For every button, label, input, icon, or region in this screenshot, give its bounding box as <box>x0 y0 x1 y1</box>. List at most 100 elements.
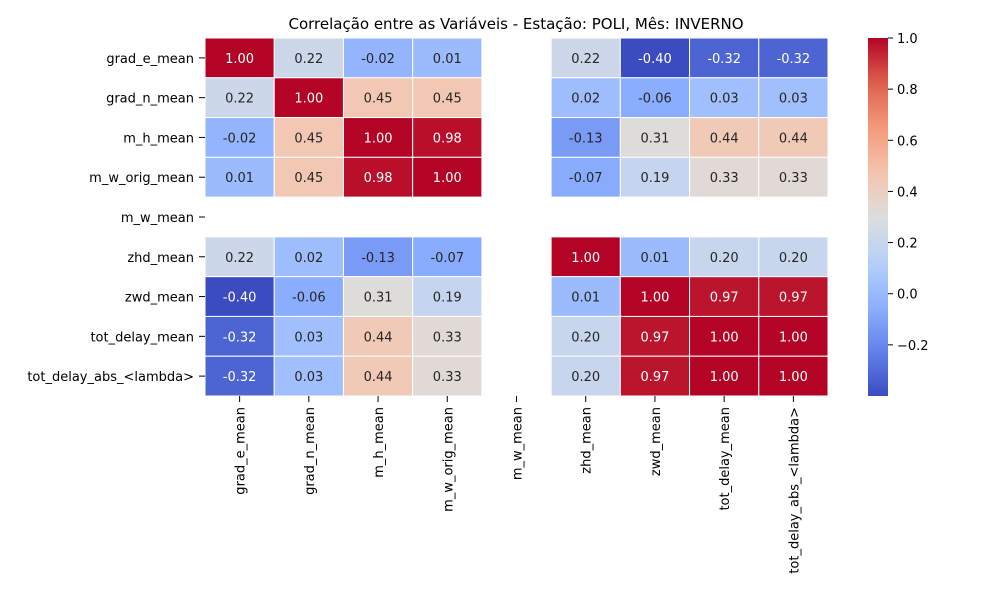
column-label: m_w_mean <box>511 407 526 480</box>
heatmap-cell <box>758 355 829 397</box>
chart-title: Correlação entre as Variáveis - Estação:… <box>288 15 743 33</box>
heatmap-cell <box>342 117 414 158</box>
cell-value-label: 0.20 <box>571 370 600 385</box>
row-label: zhd_mean <box>127 251 194 266</box>
colorbar-tick-label: 1.0 <box>897 32 918 47</box>
cell-value-label: -0.07 <box>430 251 464 266</box>
heatmap-cell <box>758 37 829 79</box>
row-label: grad_e_mean <box>106 52 194 67</box>
row-label: m_w_mean <box>121 211 194 226</box>
cell-value-label: 1.00 <box>225 52 254 67</box>
column-label: m_w_orig_mean <box>441 407 456 512</box>
cell-value-label: 1.00 <box>571 251 600 266</box>
heatmap-cell <box>550 156 621 198</box>
heatmap-cell <box>550 315 621 357</box>
cell-value-label: 0.01 <box>225 171 254 186</box>
cell-value-label: 0.45 <box>294 131 323 146</box>
heatmap-cell <box>273 77 344 119</box>
colorbar-tick-label: 0.8 <box>897 83 918 98</box>
cell-value-label: 0.97 <box>640 330 669 345</box>
cell-value-label: 1.00 <box>433 171 462 186</box>
cell-value-label: -0.40 <box>638 52 672 67</box>
heatmap-cell <box>619 117 691 158</box>
cell-value-label: 0.97 <box>710 291 739 306</box>
heatmap-cell <box>689 117 760 158</box>
cell-value-label: 0.02 <box>571 92 600 107</box>
cell-value-label: -0.02 <box>223 131 257 146</box>
heatmap-cell <box>550 236 621 278</box>
heatmap-cell <box>342 37 414 79</box>
heatmap-cell <box>412 77 483 119</box>
heatmap-cell <box>758 117 829 158</box>
heatmap-cell <box>273 117 344 158</box>
column-label: grad_e_mean <box>234 407 249 495</box>
heatmap-cell <box>550 276 621 317</box>
row-label: tot_delay_mean <box>90 330 194 345</box>
cell-value-label: -0.13 <box>361 251 395 266</box>
colorbar-tick-label: 0.6 <box>897 134 918 149</box>
heatmap-cell <box>550 355 621 397</box>
column-label: tot_delay_abs_<lambda> <box>787 407 802 574</box>
column-label: tot_delay_mean <box>718 407 733 511</box>
heatmap-cell <box>689 276 760 317</box>
heatmap-cell <box>689 315 760 357</box>
cell-value-label: 1.00 <box>294 92 323 107</box>
cell-value-label: 0.02 <box>294 251 323 266</box>
heatmap-cell <box>342 276 414 317</box>
colorbar-tick-label: 0.2 <box>897 237 918 252</box>
cell-value-label: -0.40 <box>223 291 257 306</box>
cell-value-label: 0.20 <box>571 330 600 345</box>
cell-value-label: 0.44 <box>710 131 739 146</box>
column-label: zhd_mean <box>580 407 595 474</box>
cell-value-label: -0.32 <box>707 52 741 67</box>
column-label: grad_n_mean <box>303 407 318 495</box>
heatmap-cell <box>412 156 483 198</box>
cell-value-label: 0.44 <box>364 330 393 345</box>
cell-value-label: 0.31 <box>640 131 669 146</box>
heatmap-cell <box>619 77 691 119</box>
cell-value-label: 0.45 <box>364 92 393 107</box>
cell-value-label: 0.03 <box>710 92 739 107</box>
heatmap-cell <box>412 117 483 158</box>
cell-value-label: 0.33 <box>779 171 808 186</box>
heatmap-cell <box>550 117 621 158</box>
heatmap-cell <box>758 315 829 357</box>
cell-value-label: -0.07 <box>569 171 603 186</box>
colorbar-tick-label: 0.0 <box>897 288 918 303</box>
cell-value-label: 0.33 <box>433 330 462 345</box>
cell-value-label: 0.22 <box>294 52 323 67</box>
cell-value-label: 0.44 <box>364 370 393 385</box>
cell-value-label: 1.00 <box>364 131 393 146</box>
heatmap-cell <box>273 37 344 79</box>
heatmap-cell <box>412 315 483 357</box>
cell-value-label: 0.33 <box>710 171 739 186</box>
heatmap-cells: 1.00 0.22 -0.02 0.01 0.22 -0.40 -0.32 -0.32 0.22… <box>204 37 829 397</box>
cell-value-label: -0.13 <box>569 131 603 146</box>
cell-value-label: 1.00 <box>710 330 739 345</box>
heatmap-cell <box>689 156 760 198</box>
colorbar: −0.2 0.0 0.2 0.4 0.6 0.8 1.0 <box>868 32 929 396</box>
colorbar-tick-label: 0.4 <box>897 185 918 200</box>
row-label: zwd_mean <box>125 291 194 306</box>
cell-value-label: 0.98 <box>433 131 462 146</box>
heatmap-cell <box>204 156 275 198</box>
heatmap-cell <box>412 236 483 278</box>
heatmap-cell <box>204 315 275 357</box>
cell-value-label: 0.45 <box>433 92 462 107</box>
cell-value-label: -0.32 <box>223 330 257 345</box>
heatmap-cell <box>619 37 691 79</box>
cell-value-label: 0.19 <box>640 171 669 186</box>
cell-value-label: 0.31 <box>364 291 393 306</box>
cell-value-label: 0.03 <box>779 92 808 107</box>
cell-value-label: 1.00 <box>710 370 739 385</box>
x-axis-tick-labels: grad_e_mean grad_n_mean m_h_mean m_w_orig_m… <box>234 396 802 574</box>
heatmap-cell <box>758 236 829 278</box>
cell-value-label: -0.06 <box>292 291 326 306</box>
cell-value-label: 1.00 <box>640 291 669 306</box>
cell-value-label: 0.01 <box>433 52 462 67</box>
colorbar-gradient <box>868 38 888 396</box>
y-axis-tick-labels: grad_e_mean grad_n_mean m_h_mean m_w_orig_m… <box>27 52 205 385</box>
column-label: zwd_mean <box>649 407 664 476</box>
